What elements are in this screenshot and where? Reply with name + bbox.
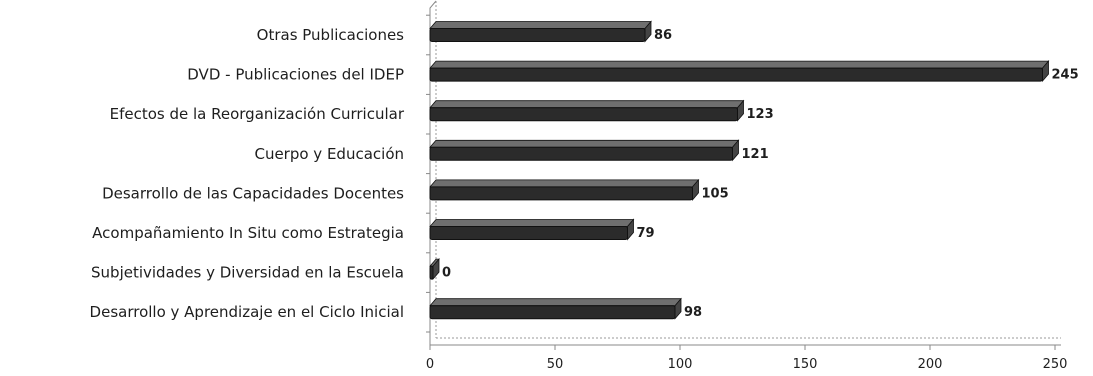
category-label: Desarrollo de las Capacidades Docentes bbox=[102, 184, 404, 202]
value-label: 245 bbox=[1052, 68, 1079, 83]
bar-top-face bbox=[429, 298, 682, 307]
category-label: Cuerpo y Educación bbox=[254, 145, 404, 163]
value-label: 123 bbox=[747, 107, 774, 122]
bar-front-face bbox=[429, 305, 676, 320]
axes bbox=[426, 0, 1061, 350]
category-label: Otras Publicaciones bbox=[257, 26, 405, 44]
bar bbox=[429, 297, 682, 320]
bar bbox=[429, 178, 700, 201]
category-label: DVD - Publicaciones del IDEP bbox=[187, 66, 404, 84]
bar-front-face bbox=[429, 107, 738, 122]
bar-top-face bbox=[429, 219, 635, 227]
y-axis-line bbox=[429, 0, 437, 345]
bar bbox=[429, 60, 1050, 83]
bar bbox=[429, 218, 635, 241]
bar-front-face bbox=[429, 67, 1043, 82]
bars bbox=[429, 20, 1050, 320]
bar bbox=[429, 99, 745, 122]
bar bbox=[429, 139, 740, 162]
bar-front-face bbox=[429, 28, 646, 42]
bar-top-face bbox=[429, 60, 1050, 69]
bar-front-face bbox=[429, 186, 693, 201]
x-tick-label: 200 bbox=[918, 357, 943, 371]
category-label: Desarrollo y Aprendizaje en el Ciclo Ini… bbox=[90, 303, 404, 321]
value-label: 86 bbox=[654, 28, 672, 43]
category-label: Subjetividades y Diversidad en la Escuel… bbox=[91, 264, 404, 282]
bar-front-face bbox=[429, 226, 628, 240]
bar-front-face bbox=[429, 146, 733, 161]
x-tick-label: 0 bbox=[426, 357, 434, 371]
x-tick-label: 250 bbox=[1043, 357, 1068, 371]
bar-top-face bbox=[429, 139, 740, 148]
bar-front-face bbox=[429, 265, 434, 280]
value-label: 105 bbox=[702, 186, 729, 201]
value-label: 0 bbox=[442, 266, 451, 281]
category-label: Efectos de la Reorganización Curricular bbox=[110, 105, 405, 123]
bar-top-face bbox=[429, 100, 745, 109]
labels: 0 50 100 150 200 250 Otras Publicaciones 86 DVD … bbox=[90, 26, 1079, 372]
value-label: 121 bbox=[742, 147, 769, 162]
x-tick-label: 50 bbox=[547, 357, 564, 371]
x-tick-label: 150 bbox=[793, 357, 818, 371]
category-label: Acompañamiento In Situ como Estrategia bbox=[92, 224, 404, 242]
bar bbox=[429, 258, 440, 281]
value-label: 79 bbox=[637, 226, 655, 241]
bar bbox=[429, 20, 652, 43]
value-label: 98 bbox=[684, 305, 702, 320]
bar-top-face bbox=[429, 21, 652, 29]
x-tick-label: 100 bbox=[668, 357, 693, 371]
bar-top-face bbox=[429, 179, 700, 188]
